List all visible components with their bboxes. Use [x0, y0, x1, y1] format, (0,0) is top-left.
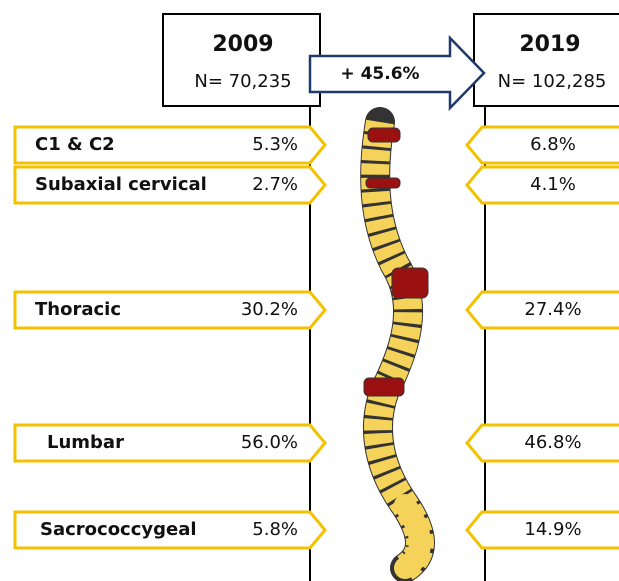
count: N= 102,285	[498, 71, 607, 92]
year: 2009	[212, 32, 273, 57]
right-value: 46.8%	[524, 432, 581, 453]
year: 2019	[519, 32, 580, 57]
left-value: 56.0%	[241, 432, 298, 453]
growth-label: + 45.6%	[340, 64, 419, 84]
region-label: Lumbar	[47, 432, 124, 453]
right-value: 4.1%	[530, 174, 576, 195]
infographic: 2009 N= 70,235 2019 N= 102,285 + 45.6% C…	[0, 0, 619, 581]
right-value: 14.9%	[524, 519, 581, 540]
left-value: 30.2%	[241, 299, 298, 320]
spine	[364, 122, 428, 568]
left-value: 5.8%	[252, 519, 298, 540]
right-value: 27.4%	[524, 299, 581, 320]
left-value: 2.7%	[252, 174, 298, 195]
count: N= 70,235	[194, 71, 291, 92]
region-label: Thoracic	[35, 299, 121, 320]
left-value: 5.3%	[252, 134, 298, 155]
right-value: 6.8%	[530, 134, 576, 155]
region-label: Sacrococcygeal	[40, 519, 197, 540]
region-label: Subaxial cervical	[35, 174, 207, 195]
year-box	[474, 14, 619, 106]
year-box	[163, 14, 320, 106]
region-label: C1 & C2	[35, 134, 115, 155]
